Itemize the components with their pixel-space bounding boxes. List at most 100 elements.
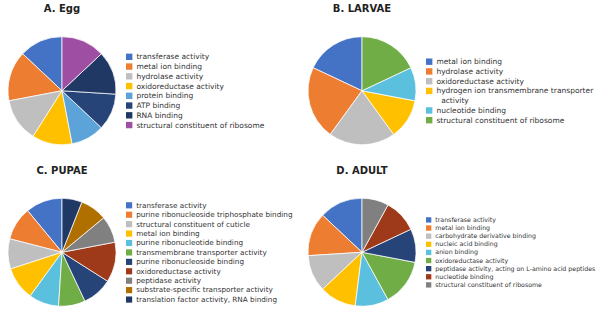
legend-swatch [126,102,132,108]
legend-label: peptidase activity [136,276,202,285]
legend-swatch [126,202,132,208]
legend-label: nucleotide binding [435,273,493,281]
legend-label: substrate-specific transporter activity [136,285,273,294]
legend-item: nucleotide binding [426,106,506,115]
legend-label: oxidoreductase activity [136,82,224,91]
legend-label: structural constituent of ribosome [436,116,564,125]
chart-root: A. Eggtransferase activitymetal ion bind… [0,0,600,323]
legend-swatch [426,234,431,239]
legend-item: ATP binding [126,101,181,110]
legend-label: hydrogen ion transmembrane transporter a… [436,86,594,105]
legend: transferase activitymetal ion bindingcar… [426,216,595,288]
legend-item: carbohydrate derivative binding [426,232,536,240]
legend-label: RNA binding [136,111,183,120]
legend-swatch [126,221,132,227]
legend-swatch [426,59,432,65]
legend-swatch [426,225,431,230]
legend-label: hydrolase activity [436,67,503,76]
legend-item: metal ion binding [426,224,490,232]
legend-swatch [126,212,132,218]
legend-swatch [426,266,431,271]
legend-swatch [126,231,132,237]
legend-label: nucleic acid binding [435,240,497,248]
legend-swatch [126,259,132,265]
pie-slice [62,91,116,128]
legend-swatch [426,107,432,113]
legend-item: translation factor activity, RNA binding [126,295,277,304]
legend-item: protein binding [126,91,194,100]
legend-item: structural constituent of cuticle [126,220,251,229]
legend-swatch [126,278,132,284]
legend-swatch [126,54,132,60]
legend-item: structural constituent of ribosome [426,281,542,288]
legend-swatch [126,249,132,255]
legend-label: structural constituent of cuticle [136,220,250,229]
legend-item: transferase activity [126,52,210,61]
legend-label: oxidoreductase activity [435,257,508,265]
legend-item: peptidase activity [126,276,202,285]
pie-panel: A. Eggtransferase activitymetal ion bind… [8,3,265,145]
legend-item: metal ion binding [126,62,202,71]
pie-slice [308,215,362,255]
legend-swatch [126,296,132,302]
pie-slices [308,37,416,145]
legend-label: ATP binding [136,101,180,110]
legend-swatch [426,282,431,287]
legend-item: hydrolase activity [126,72,204,81]
pie-slice [62,37,101,91]
legend-label: protein binding [136,91,193,100]
legend-swatch [126,122,132,128]
legend-swatch [426,217,431,222]
legend-swatch [126,83,132,89]
legend-swatch [126,240,132,246]
chart-title: C. PUPAE [36,165,87,176]
pie-panel: C. PUPAEtransferase activitypurine ribon… [8,165,293,307]
legend-item: metal ion binding [126,229,200,238]
legend-swatch [126,287,132,293]
legend-swatch [126,63,132,69]
legend-item: transmembrane transporter activity [126,248,267,257]
pie-panel: B. LARVAEmetal ion bindinghydrolase acti… [308,3,594,145]
legend: transferase activitypurine ribonucleosid… [126,201,293,304]
legend-swatch [426,117,432,123]
legend-label: structural constituent of ribosome [136,121,264,130]
legend-label: oxidoreductase activity [136,267,221,276]
legend-label: purine ribonucleoside binding [136,257,244,266]
legend: transferase activitymetal ion bindinghyd… [126,52,265,129]
legend-item: substrate-specific transporter activity [126,285,273,294]
legend-label: translation factor activity, RNA binding [136,295,277,304]
legend-swatch [126,112,132,118]
legend-item: structural constituent of ribosome [426,116,565,125]
legend-swatch [426,68,432,74]
legend-label: purine ribonucleotide binding [136,238,243,247]
legend-item: purine ribonucleoside binding [126,257,244,266]
legend-label: structural constituent of ribosome [435,281,542,288]
legend-label: hydrolase activity [136,72,203,81]
pie-slice [30,252,62,306]
legend-swatch [426,258,431,263]
legend-label: metal ion binding [136,229,200,238]
pie-slices [8,198,116,306]
legend-label: transferase activity [435,216,496,224]
chart-title: D. ADULT [336,165,387,176]
legend-item: oxidoreductase activity [126,82,224,91]
legend-label: nucleotide binding [436,106,506,115]
legend-item: transferase activity [126,201,207,210]
legend-label: purine ribonucleoside triphosphate bindi… [136,210,292,219]
pie-slice [62,198,82,252]
chart-title: B. LARVAE [333,3,392,14]
legend-label: peptidase activity, acting on L-amino ac… [435,265,595,273]
legend-item: purine ribonucleoside triphosphate bindi… [126,210,293,219]
legend-label: carbohydrate derivative binding [435,232,536,240]
legend-label: transferase activity [136,201,207,210]
pie-slice [362,37,411,91]
legend-label: metal ion binding [435,224,490,232]
legend-item: nucleotide binding [426,273,493,281]
legend-label: metal ion binding [136,62,202,71]
legend-item: peptidase activity, acting on L-amino ac… [426,265,595,273]
pie-slices [308,198,416,306]
legend-swatch [426,274,431,279]
legend-label: anion binding [435,248,478,256]
legend-item: structural constituent of ribosome [126,121,265,130]
legend-swatch [126,268,132,274]
